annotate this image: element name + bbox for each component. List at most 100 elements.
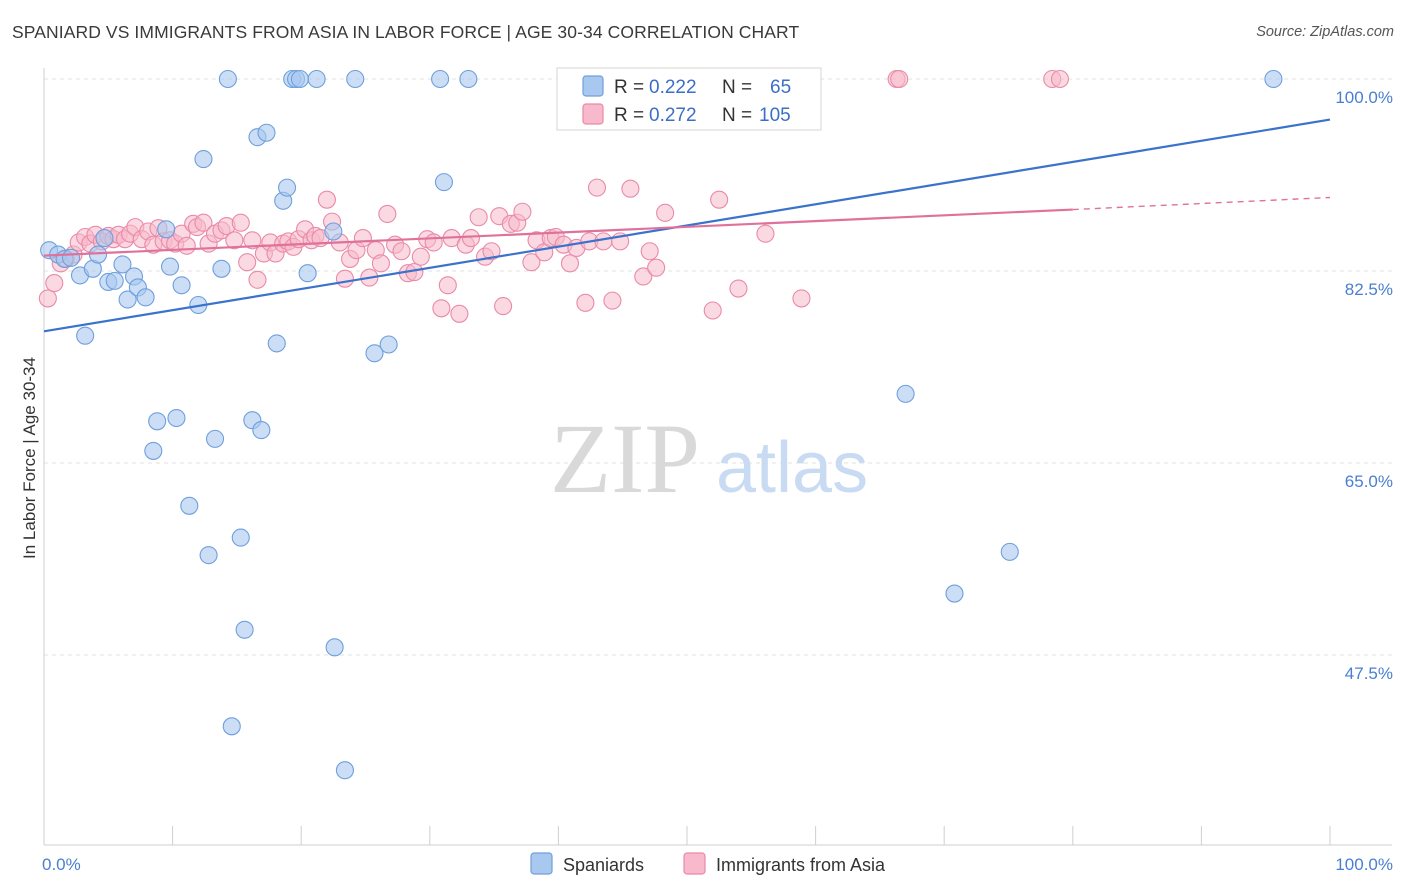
source-label: Source: ZipAtlas.com [1256,24,1394,40]
asia-point [378,204,397,223]
asia-point [621,179,640,198]
legend: R = 0.222 N = 65 R = 0.272 N = 105 [556,67,822,131]
spaniard-point [278,178,297,197]
spaniard-point [267,334,286,353]
spaniard-point [180,496,199,515]
asia-point [411,247,430,266]
series-asia-points [38,69,1069,323]
spaniard-point [205,429,225,448]
spaniard-point [346,69,365,89]
asia-point [243,231,262,250]
asia-point [335,269,354,288]
y-tick-label: 100.0% [1335,88,1393,107]
spaniard-point [379,335,398,354]
spaniard-point [252,421,271,440]
spaniard-point [167,408,186,428]
asia-point [587,178,607,197]
asia-point [1050,69,1069,89]
asia-point [194,213,213,232]
asia-point [231,213,250,232]
asia-point [371,254,390,273]
asia-point [890,69,909,89]
asia-point [317,190,336,209]
x-tick-label: 0.0% [42,855,81,874]
spaniard-point [172,276,191,295]
grid-lines [44,78,1392,656]
asia-point [450,304,469,323]
watermark-zip: ZIP [550,403,700,514]
watermark: ZIP atlas [550,403,868,514]
asia-point [432,299,451,318]
asia-point [461,229,481,248]
bottom-legend-swatch-asia [683,852,706,875]
bottom-legend-swatch-spaniards [530,852,553,875]
asia-point [522,253,541,272]
spaniard-point [144,441,163,460]
spaniard-point [148,412,167,431]
spaniard-point [118,290,137,309]
asia-point [392,242,411,261]
spaniard-point [459,69,478,89]
legend-n-value-spaniards: 65 [770,77,791,98]
y-axis-title: In Labor Force | Age 30-34 [20,357,39,559]
asia-point [647,258,666,277]
asia-point [248,270,267,289]
asia-point [640,242,659,261]
spaniard-point [1264,69,1283,89]
asia-point [513,202,532,221]
legend-n-label-asia: N = [722,105,752,126]
chart-title: SPANIARD VS IMMIGRANTS FROM ASIA IN LABO… [12,22,800,42]
spaniard-point [324,222,343,241]
asia-point [353,229,372,248]
watermark-atlas: atlas [716,428,868,508]
x-tick-label: 100.0% [1335,855,1393,874]
trend-lines [43,118,1331,333]
asia-trend-line [43,208,1073,257]
asia-point [792,289,811,308]
spaniard-point [365,344,384,363]
asia-point [38,289,57,308]
y-tick-label: 65.0% [1345,472,1393,491]
spaniard-point [136,288,155,307]
spaniard-point [434,173,453,192]
asia-point [576,293,595,312]
asia-point [45,274,64,293]
spaniard-point [113,255,132,274]
spaniard-point [157,220,176,239]
legend-r-value-asia: 0.272 [649,105,697,126]
legend-r-label-asia: R = [614,105,644,126]
asia-point [656,203,675,222]
spaniard-point [257,123,276,142]
spaniard-point [160,257,180,276]
legend-swatch-spaniards [582,75,604,97]
spaniard-point [307,69,326,89]
spaniard-point [325,638,344,657]
spaniard-point [235,620,254,639]
spaniard-point [896,384,915,403]
bottom-legend-label-spaniards: Spaniards [563,855,644,875]
asia-point [177,236,196,255]
legend-r-value-spaniards: 0.222 [649,77,697,98]
spaniard-point [222,717,241,736]
asia-point [438,276,457,295]
asia-point [482,242,501,261]
spaniard-point [95,229,114,248]
asia-point [225,231,244,250]
spaniard-point [76,326,95,345]
spaniard-point [105,271,124,290]
axes [43,68,1392,846]
legend-swatch-asia [582,103,604,125]
spaniard-point [1000,542,1019,561]
y-tick-label: 82.5% [1345,280,1393,299]
spaniard-point [194,150,213,169]
asia-point [424,233,443,252]
legend-n-value-asia: 105 [759,105,791,126]
spaniard-point [231,528,250,547]
spaniard-point [431,69,450,89]
asia-point [594,232,613,251]
spaniard-point [212,259,231,278]
bottom-legend-label-asia: Immigrants from Asia [716,855,886,875]
asia-point [603,291,622,310]
legend-r-label-spaniards: R = [614,77,644,98]
bottom-legend: Spaniards Immigrants from Asia [530,852,886,875]
